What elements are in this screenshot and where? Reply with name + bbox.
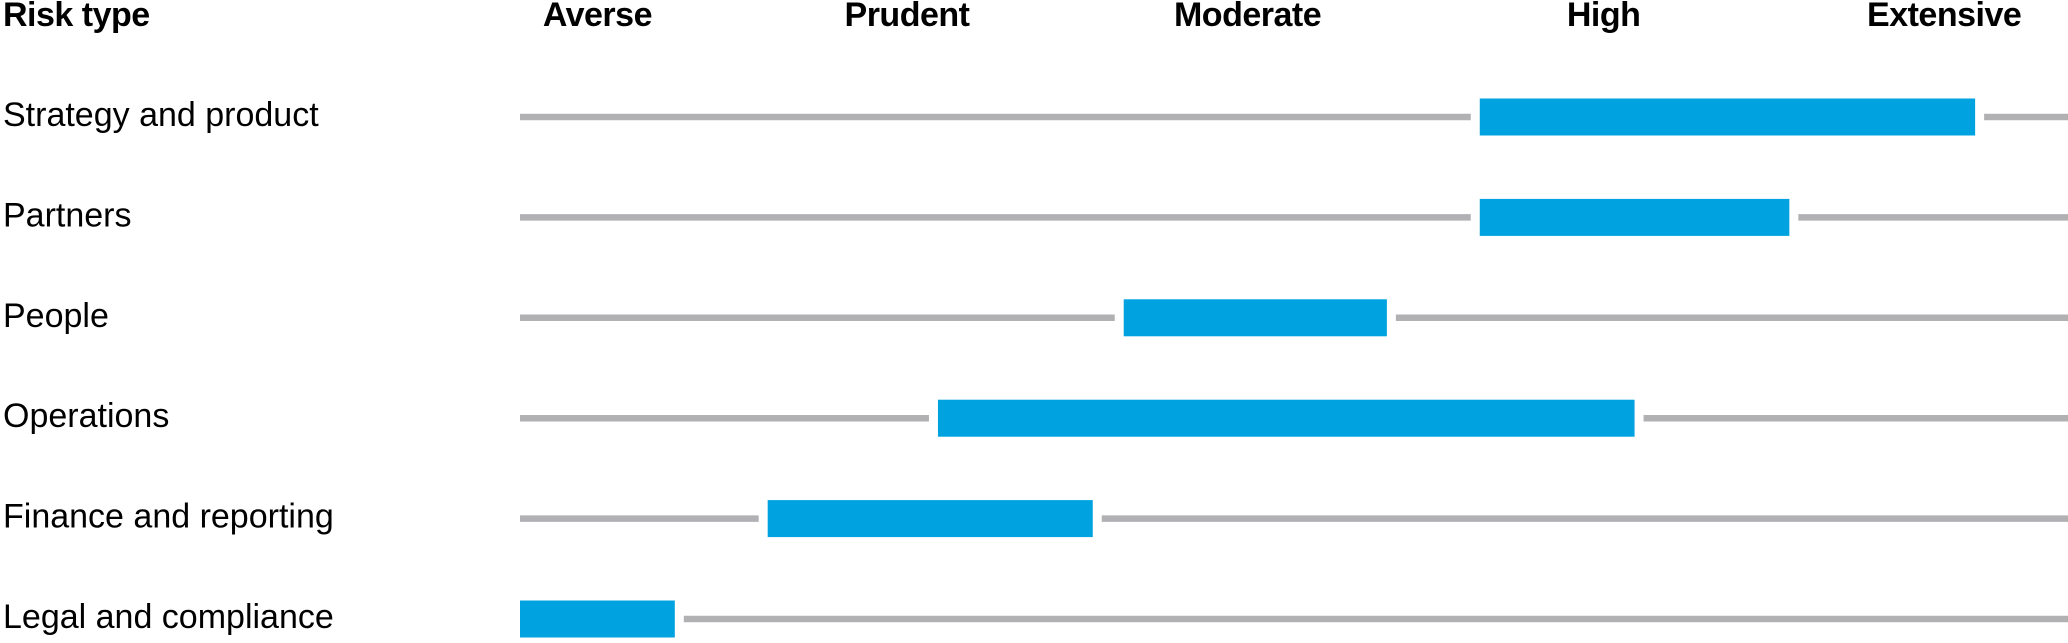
bar <box>1479 98 1976 136</box>
x-tick-label: Averse <box>543 0 652 34</box>
bar <box>1479 198 1790 236</box>
row-label: Strategy and product <box>3 96 319 134</box>
category-header: Risk type <box>3 0 150 34</box>
bar <box>520 600 675 638</box>
row-label: Operations <box>3 397 169 435</box>
x-tick-label: Extensive <box>1867 0 2021 34</box>
row-label: Partners <box>3 196 132 234</box>
row-label: People <box>3 297 109 335</box>
bar <box>767 500 1093 538</box>
bar <box>937 399 1635 437</box>
x-tick-label: Moderate <box>1174 0 1321 34</box>
x-tick-label: Prudent <box>845 0 970 34</box>
row-label: Finance and reporting <box>3 498 334 536</box>
x-tick-label: High <box>1567 0 1641 34</box>
row-label: Legal and compliance <box>3 598 334 636</box>
bar <box>1123 299 1387 337</box>
